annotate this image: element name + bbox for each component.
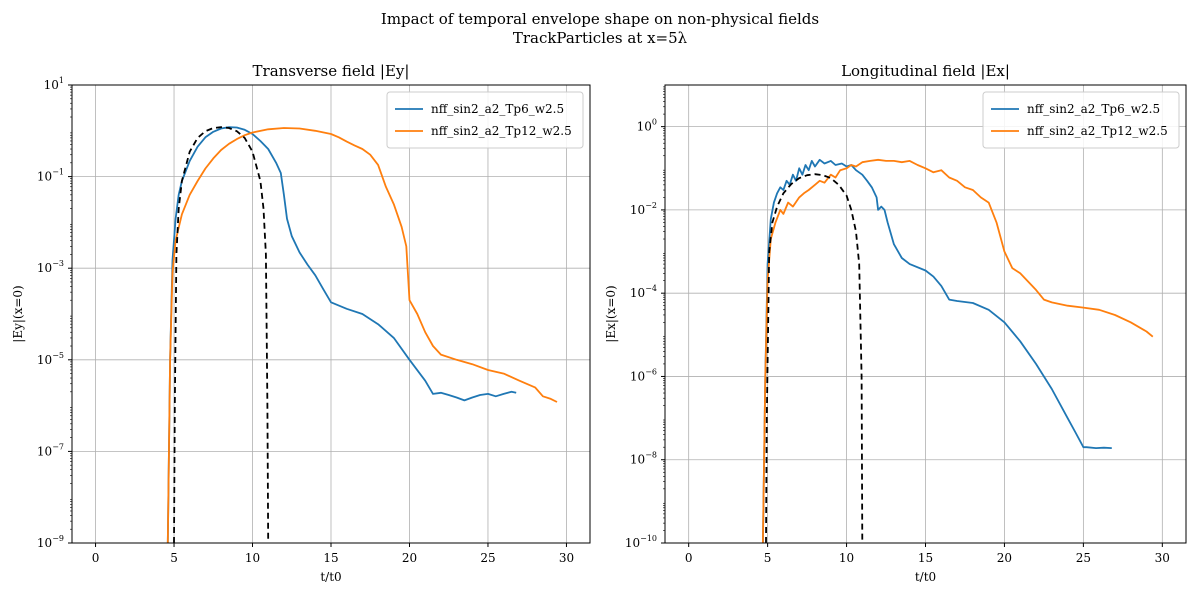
y-tick-label: 101 bbox=[44, 76, 64, 92]
x-tick-label: 15 bbox=[918, 551, 933, 565]
legend-box bbox=[982, 91, 1180, 149]
y-tick-label: 10−3 bbox=[37, 259, 64, 275]
x-tick-label: 30 bbox=[559, 551, 574, 565]
y-tick-label: 10−4 bbox=[630, 284, 657, 300]
series-line-2 bbox=[166, 127, 558, 543]
series-line-2 bbox=[762, 158, 1154, 543]
reference-envelope-line bbox=[173, 126, 270, 543]
panel-left: 0 5 10 15 20 25 30 10−9 10−7 10−5 10−3 10−1 101 Trans… bbox=[11, 62, 591, 584]
legend-label: nff_sin2_a2_Tp12_w2.5 bbox=[431, 124, 572, 138]
legend: nff_sin2_a2_Tp6_w2.5 nff_sin2_a2_Tp12_w2.… bbox=[386, 91, 584, 149]
reference-envelope-line bbox=[765, 173, 864, 543]
x-tick-label: 20 bbox=[997, 551, 1012, 565]
x-axis-label: t/t0 bbox=[915, 570, 936, 584]
figure-title-line2: TrackParticles at x=5λ bbox=[513, 29, 688, 47]
figure-title-line1: Impact of temporal envelope shape on non… bbox=[381, 10, 819, 28]
x-tick-label: 25 bbox=[480, 551, 495, 565]
series-line-1 bbox=[762, 158, 1112, 543]
legend-label: nff_sin2_a2_Tp6_w2.5 bbox=[1027, 102, 1160, 116]
x-tick-label: 10 bbox=[839, 551, 854, 565]
axes-title: Transverse field |Ey| bbox=[253, 62, 410, 80]
axes-title: Longitudinal field |Ex| bbox=[841, 62, 1010, 80]
legend-box bbox=[386, 91, 584, 149]
x-tick-label: 30 bbox=[1155, 551, 1170, 565]
x-tick-label: 5 bbox=[170, 551, 178, 565]
y-tick-label: 10−5 bbox=[37, 351, 64, 367]
legend-label: nff_sin2_a2_Tp12_w2.5 bbox=[1027, 124, 1168, 138]
x-tick-label: 5 bbox=[764, 551, 772, 565]
panel-right: 0 5 10 15 20 25 30 10−10 10−8 10−6 10−4 10−2 100 Long… bbox=[604, 62, 1187, 584]
legend-label: nff_sin2_a2_Tp6_w2.5 bbox=[431, 102, 564, 116]
y-tick-label: 10−10 bbox=[625, 534, 657, 550]
y-tick-label: 10−2 bbox=[630, 201, 657, 217]
x-tick-label: 15 bbox=[323, 551, 338, 565]
y-tick-label: 100 bbox=[637, 118, 657, 134]
x-axis-label: t/t0 bbox=[320, 570, 341, 584]
legend: nff_sin2_a2_Tp6_w2.5 nff_sin2_a2_Tp12_w2.… bbox=[982, 91, 1180, 149]
x-tick-label: 0 bbox=[92, 551, 100, 565]
x-tick-label: 25 bbox=[1076, 551, 1091, 565]
y-tick-label: 10−1 bbox=[37, 168, 64, 184]
y-axis-label: |Ey|(x=0) bbox=[11, 285, 25, 342]
y-tick-label: 10−8 bbox=[630, 451, 657, 467]
series-line-1 bbox=[166, 126, 517, 543]
y-tick-label: 10−9 bbox=[37, 534, 64, 550]
x-tick-label: 0 bbox=[685, 551, 693, 565]
y-axis-label: |Ex|(x=0) bbox=[604, 285, 618, 342]
y-tick-label: 10−7 bbox=[37, 442, 64, 458]
x-tick-label: 20 bbox=[402, 551, 417, 565]
y-tick-label: 10−6 bbox=[630, 367, 657, 383]
x-tick-label: 10 bbox=[245, 551, 260, 565]
